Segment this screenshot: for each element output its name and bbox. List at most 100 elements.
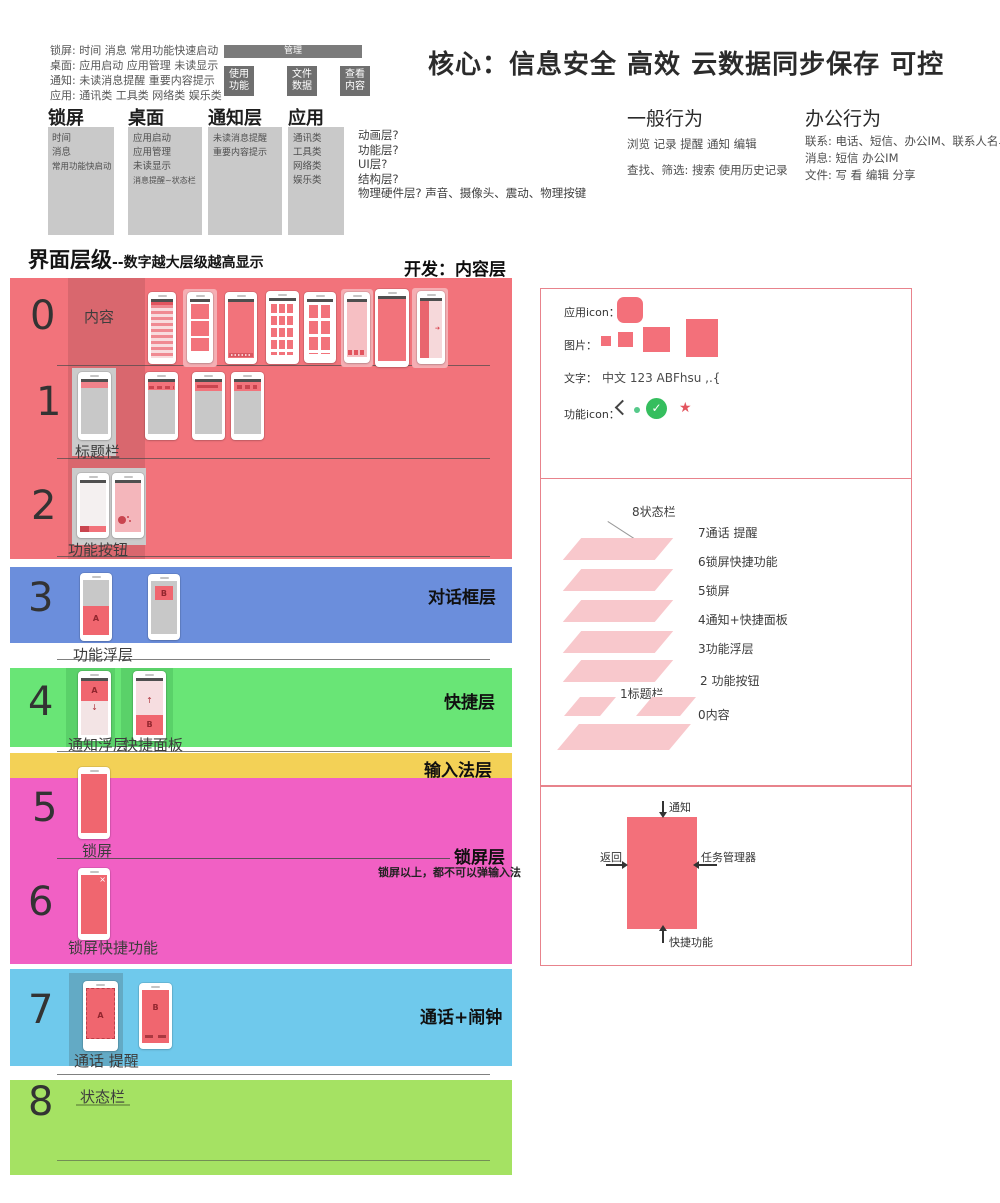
column-box-app: 通讯类 工具类 网络类 娱乐类 [288,127,344,235]
separator-line [57,858,450,859]
status-bar [420,298,442,301]
phone-mockup-titlebar [78,372,111,440]
phone-screen: ↑ B [136,678,163,735]
search-bar [197,385,218,388]
phone-mockup-list [148,292,176,364]
layer-number-3: 3 [28,575,54,621]
status-bar [151,299,173,302]
letter-b: B [160,589,168,599]
speaker-icon [91,575,101,578]
phone-screen [151,299,173,358]
column-item: 未读显示 [133,161,172,172]
layer-number-1: 1 [36,379,62,425]
column-box-notify: 未读消息提醒 重要内容提示 [208,127,282,235]
phone-mockup-notification-float: A ↓ [78,671,111,741]
status-bar [307,299,333,302]
general-behavior-line: 查找、筛选: 搜索 使用历史记录 [627,163,788,177]
decline-button [145,1035,153,1038]
phone-screen [190,299,210,357]
speaker-icon [315,294,325,297]
gesture-arrow-right-head [693,861,699,869]
column-item: 工具类 [293,147,322,158]
text-label: 文字： [564,372,597,385]
dot [129,520,131,522]
separator-line [57,365,490,366]
speaker-icon [195,294,205,297]
app-icon-label: 应用icon： [564,306,620,319]
manage-header-bar: 管理 [224,45,362,58]
manage-button-files: 文件数据 [287,66,317,96]
separator-line [57,458,490,459]
image-sample-s [618,332,633,347]
layer-number-4: 4 [28,679,54,725]
status-bar [148,379,175,382]
letter-b: B [146,720,153,729]
phone-screen [347,299,367,357]
dot [127,516,129,518]
layer-number-7: 7 [28,987,54,1033]
stack-label: 4通知+快捷面板 [698,613,788,627]
dev-content-layer-label: 开发：内容层 [404,260,506,280]
status-bar [234,379,261,382]
drawer-panel [420,301,429,358]
status-bar [347,299,367,302]
notification-sheet: A [81,681,108,701]
meta-line-notify: 通知: 未读消息提醒 重要内容提示 [50,74,215,87]
phone-screen: B [151,581,177,634]
column-item: 常用功能快启动 [52,162,112,172]
phone-screen [148,379,175,434]
general-behavior-title: 一般行为 [627,108,704,130]
floating-button [118,516,126,524]
office-behavior-line: 消息: 短信 办公IM [805,151,899,165]
layer-question: 结构层? [358,171,399,186]
phone-mockup-dialog-bottom: A [80,573,112,641]
label-function-buttons: 功能按钮 [68,541,129,559]
speaker-icon [90,374,99,377]
label-input-method-layer: 输入法层 [424,761,492,781]
lockscreen-note: 锁屏以上，都不可以弹输入法 [378,866,521,879]
phone-mockup-alarm: B [139,983,172,1049]
layer-number-0: 0 [30,293,56,339]
stack-label: 2 功能按钮 [700,674,760,688]
answer-button [158,1035,166,1038]
column-item: 消息 [52,147,72,158]
gesture-arrow-top-line [662,801,664,813]
letter-a: A [91,686,98,695]
content-block [191,338,209,351]
gesture-arrow-bottom-line [662,931,664,943]
phone-screen [80,480,106,532]
app-icon-sample [617,297,643,323]
stack-layer-plane [562,631,674,653]
phone-screen [115,480,141,532]
gesture-arrow-left-head [622,861,628,869]
label-call-alarm-layer: 通话+闹钟 [420,1008,503,1028]
content-block [191,304,209,319]
layer-question: UI层? [358,157,388,171]
phone-screen [195,379,222,434]
phone-mockup-call: A [83,981,118,1051]
label-shortcut-layer: 快捷层 [444,693,495,713]
panel-assets [540,288,912,479]
speaker-icon [88,475,98,478]
func-icon-label: 功能icon： [564,408,620,421]
speaker-icon [204,374,213,377]
status-bar [81,678,108,681]
speaker-icon [278,293,287,296]
pagination-dots [229,353,253,357]
image-label: 图片： [564,339,597,352]
image-sample-l [686,319,718,357]
gesture-label-quick-functions: 快捷功能 [669,936,713,949]
column-item: 应用管理 [133,147,172,158]
phone-screen: A ↓ [81,678,108,735]
label-function-float: 功能浮层 [73,646,134,664]
general-behavior-line: 浏览 记录 提醒 通知 编辑 [627,137,757,151]
label-titlebar: 标题栏 [75,443,121,461]
arrow-up-icon: ↑ [146,696,153,705]
green-dot-icon [634,407,640,413]
image-sample-m [643,327,670,352]
column-item: 时间 [52,133,72,144]
separator-line [57,1160,490,1161]
status-bar [115,480,141,483]
separator-line [57,1074,490,1075]
label-lockscreen-layer: 锁屏层 [454,848,505,868]
